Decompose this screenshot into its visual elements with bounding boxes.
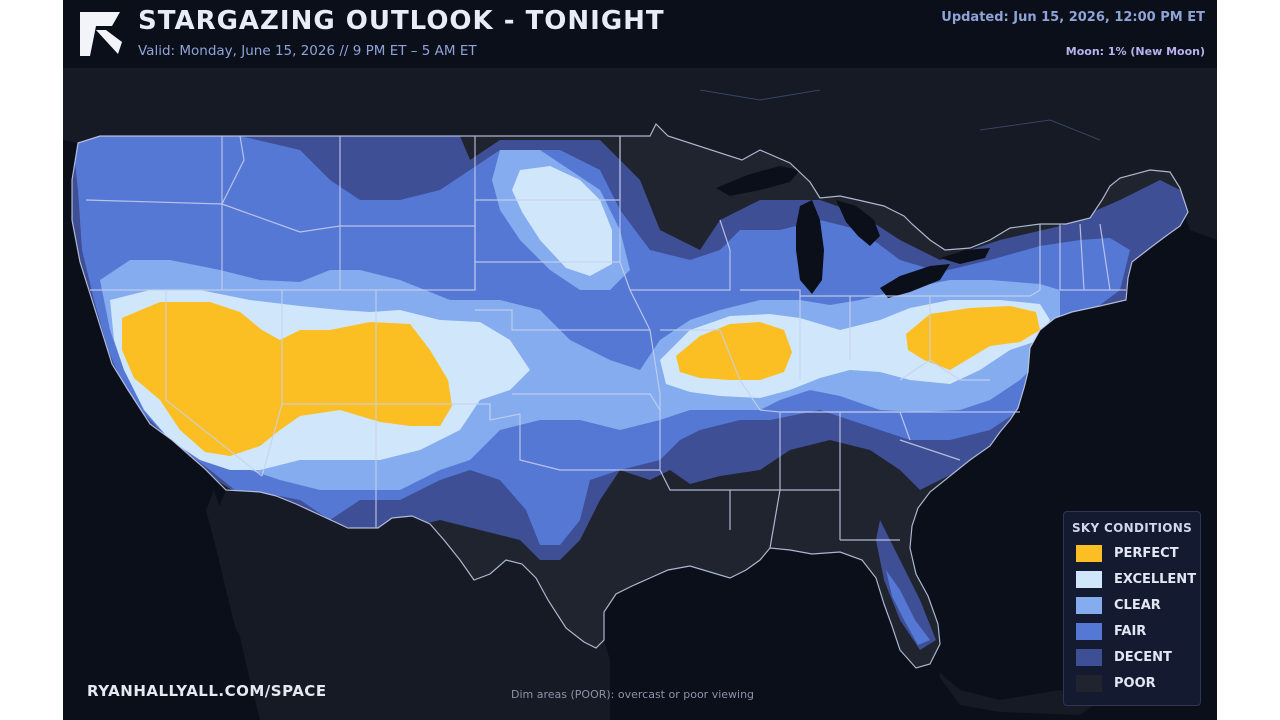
legend-item-fair: FAIR (1076, 623, 1196, 641)
legend-swatch-poor (1076, 675, 1102, 692)
site-link[interactable]: RYANHALLYALL.COM/SPACE (87, 682, 327, 700)
legend-swatch-clear (1076, 597, 1102, 614)
map-frame: STARGAZING OUTLOOK - TONIGHT Valid: Mond… (63, 0, 1217, 720)
legend-swatch-decent (1076, 649, 1102, 666)
legend-label: DECENT (1114, 650, 1172, 665)
legend-label: CLEAR (1114, 598, 1161, 613)
legend-label: POOR (1114, 676, 1156, 691)
legend-item-perfect: PERFECT (1076, 545, 1196, 563)
legend-label: EXCELLENT (1114, 572, 1197, 587)
valid-time: Valid: Monday, June 15, 2026 // 9 PM ET … (138, 43, 477, 59)
footnote: Dim areas (POOR): overcast or poor viewi… (511, 688, 755, 701)
legend: SKY CONDITIONS PERFECT EXCELLENT CLEAR F… (1063, 511, 1201, 706)
legend-item-clear: CLEAR (1076, 597, 1196, 615)
legend-swatch-fair (1076, 623, 1102, 640)
legend-swatch-perfect (1076, 545, 1102, 562)
brand-logo-mark (80, 12, 122, 56)
legend-item-decent: DECENT (1076, 649, 1196, 667)
page-title: STARGAZING OUTLOOK - TONIGHT (138, 6, 665, 36)
legend-label: PERFECT (1114, 546, 1179, 561)
updated-time: Updated: Jun 15, 2026, 12:00 PM ET (941, 10, 1205, 25)
moon-phase: Moon: 1% (New Moon) (1065, 45, 1205, 58)
legend-item-poor: POOR (1076, 675, 1196, 693)
legend-label: FAIR (1114, 624, 1147, 639)
legend-swatch-excellent (1076, 571, 1102, 588)
legend-item-excellent: EXCELLENT (1076, 571, 1196, 589)
weather-map (63, 0, 1217, 720)
legend-title: SKY CONDITIONS (1071, 521, 1193, 535)
